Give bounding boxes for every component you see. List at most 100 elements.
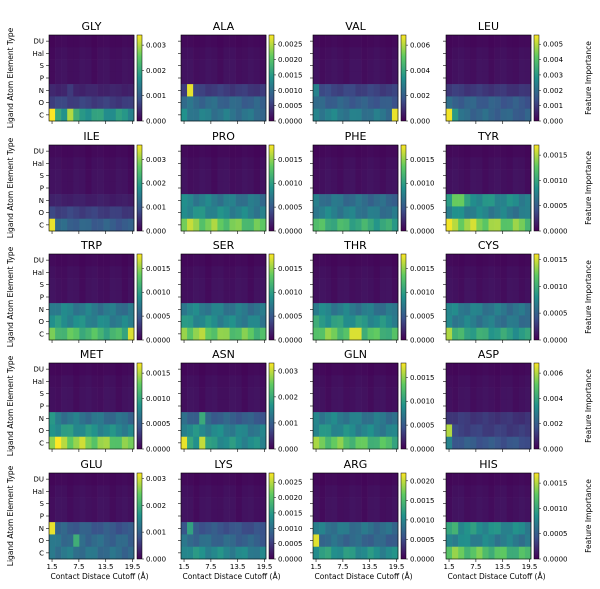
heatmap-cell [103, 436, 111, 450]
heatmap-cell [494, 206, 501, 220]
heatmap-cell [524, 327, 532, 341]
heatmap-cell [349, 266, 356, 279]
colorbar-frame [136, 34, 143, 122]
heatmap-cell [361, 254, 368, 267]
colorbar-tick-label: 0.0005 [410, 536, 435, 544]
heatmap-cell [91, 145, 98, 158]
heatmap-cell [235, 473, 243, 486]
heatmap-cell [337, 35, 344, 48]
heatmap-cell [181, 169, 188, 183]
heatmap-cell [518, 218, 526, 232]
heatmap-cell [452, 278, 459, 292]
heatmap-cell [367, 169, 375, 183]
heatmap-cell [373, 424, 381, 438]
heatmap-cell [319, 59, 326, 73]
heatmap-cell [512, 375, 520, 388]
heatmap-cell [217, 71, 224, 85]
heatmap-cell [97, 497, 104, 511]
heatmap-cell [512, 436, 520, 450]
heatmap-cell [235, 206, 243, 220]
heatmap-cell [79, 485, 86, 498]
heatmap-cell [187, 485, 194, 498]
heatmap-cell [49, 375, 56, 388]
colorbar-tick-label: 0.0015 [410, 374, 435, 382]
heatmap-cell [476, 473, 483, 486]
heatmap-cell [115, 278, 123, 292]
heatmap-cell [373, 473, 381, 486]
heatmap-cell [391, 35, 399, 48]
heatmap-cell [476, 522, 483, 535]
heatmap-cell [361, 412, 368, 425]
heatmap-cell [211, 534, 218, 548]
heatmap-cell [127, 145, 135, 158]
heatmap-cell [61, 181, 68, 195]
heatmap-cell [361, 84, 368, 97]
heatmap-cell [476, 497, 483, 511]
heatmap-cell [325, 534, 332, 548]
heatmap-cell [391, 254, 399, 267]
heatmap-cell [452, 327, 459, 341]
heatmap-cell [235, 181, 243, 195]
heatmap-cell [391, 436, 399, 450]
heatmap-cell [127, 169, 135, 183]
heatmap-cell [85, 47, 92, 60]
heatmap-cell [235, 108, 243, 122]
heatmap-cell [55, 145, 62, 158]
heatmap-cell [391, 327, 399, 341]
heatmap-cell [337, 485, 344, 498]
heatmap-cell [223, 206, 230, 220]
heatmap-cell [217, 35, 224, 48]
colorbar-tick-label: 0.0005 [410, 204, 435, 212]
heatmap-cell [73, 399, 80, 413]
heatmap-cell [253, 534, 261, 548]
heatmap-cell [187, 181, 194, 195]
heatmap-cell [223, 169, 230, 183]
heatmap-cell [349, 194, 356, 207]
heatmap-cell [512, 497, 520, 511]
heatmap-cell [103, 315, 111, 329]
heatmap-cell [488, 497, 495, 511]
colorbar-tick-label: 0.000 [410, 118, 430, 126]
heatmap-cell [458, 47, 465, 60]
heatmap-cell [217, 96, 224, 110]
heatmap-cell [79, 145, 86, 158]
heatmap-cell [73, 315, 80, 329]
heatmap-cell [500, 412, 508, 425]
heatmap-cell [109, 59, 117, 73]
heatmap-cell [115, 363, 123, 376]
heatmap-cell [458, 59, 465, 73]
heatmap-cell [391, 387, 399, 401]
heatmap-cell [458, 399, 465, 413]
heatmap-cell [373, 169, 381, 183]
heatmap-cell [127, 194, 135, 207]
heatmap-cell [355, 315, 362, 329]
heatmap-cell [476, 412, 483, 425]
heatmap-cell [109, 497, 117, 511]
heatmap-cell [367, 497, 375, 511]
heatmap-cell [205, 327, 212, 341]
heatmap-cell [85, 303, 92, 316]
heatmap-cell [488, 473, 495, 486]
heatmap-cell [470, 497, 477, 511]
heatmap-cell [452, 473, 459, 486]
heatmap-cell [349, 497, 356, 511]
heatmap-cell [91, 303, 98, 316]
heatmap-cell [85, 96, 92, 110]
x-tick-label: 7.5 [470, 563, 481, 571]
heatmap-cell [488, 266, 495, 279]
heatmap-cell [127, 327, 135, 341]
heatmap-cell [193, 35, 200, 48]
heatmap-cell [223, 71, 230, 85]
x-axis-label: Contact Distace Cutoff (Å) [447, 572, 545, 581]
heatmap-cell [55, 194, 62, 207]
heatmap-cell [524, 509, 532, 523]
heatmap-cell [241, 473, 249, 486]
heatmap-cell [247, 96, 255, 110]
heatmap-cell [199, 485, 206, 498]
heatmap-cell [103, 290, 111, 304]
heatmap-cell [67, 399, 74, 413]
heatmap-cell [470, 315, 477, 329]
heatmap-cell [355, 157, 362, 170]
heatmap-cell [355, 546, 362, 560]
heatmap-cell [343, 218, 350, 232]
